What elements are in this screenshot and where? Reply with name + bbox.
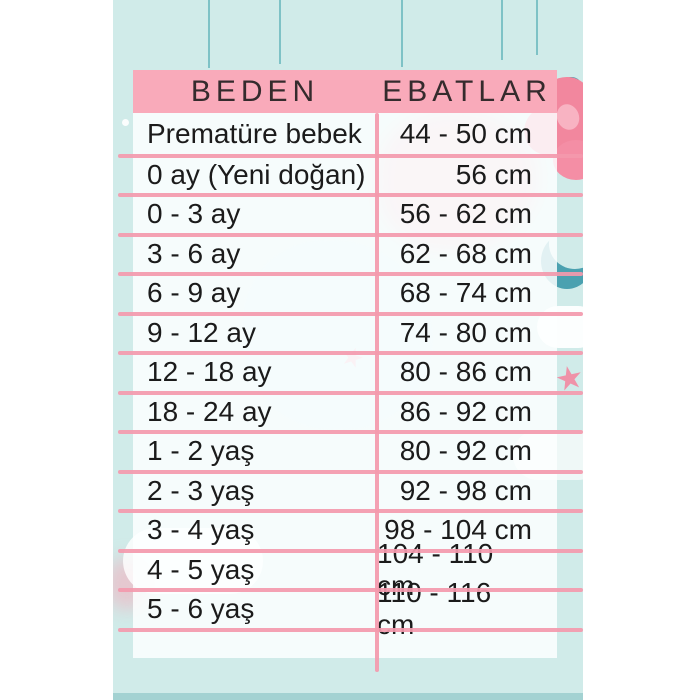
heart-balloon-icon (553, 140, 583, 180)
header-size: BEDEN (190, 74, 320, 108)
table-row: 4 - 5 yaş 104 - 110 cm (133, 538, 557, 601)
row-divider (118, 351, 583, 355)
column-divider (375, 113, 379, 672)
row-divider (118, 430, 583, 434)
table-row: 12 - 18 ay 80 - 86 cm (133, 353, 557, 393)
header-range: EBATLAR (382, 74, 552, 108)
row-divider (118, 548, 583, 553)
hanging-string-icon (501, 0, 503, 60)
range-cell: 74 - 80 cm (399, 316, 532, 348)
size-cell: 0 - 3 ay (147, 198, 241, 230)
table-row: Prematüre bebek 44 - 50 cm (133, 113, 557, 155)
size-cell: 3 - 6 ay (147, 237, 241, 269)
row-divider (118, 627, 583, 632)
size-cell: 3 - 4 yaş (147, 514, 255, 546)
row-divider (118, 193, 583, 197)
range-cell: 56 cm (455, 158, 532, 190)
table-row: 5 - 6 yaş 110 - 116 cm (133, 577, 557, 641)
range-cell: 80 - 92 cm (399, 435, 532, 467)
size-cell: 1 - 2 yaş (147, 435, 255, 467)
hanging-string-icon (208, 0, 210, 68)
table-row: 0 - 3 ay 56 - 62 cm (133, 195, 557, 235)
size-cell: 12 - 18 ay (147, 356, 272, 388)
table-row: 18 - 24 ay 86 - 92 cm (133, 392, 557, 432)
range-cell: 56 - 62 cm (399, 198, 532, 230)
row-divider (118, 509, 583, 513)
hanging-string-icon (536, 0, 538, 55)
size-cell: 4 - 5 yaş (147, 553, 255, 585)
table-row: 9 - 12 ay 74 - 80 cm (133, 313, 557, 353)
row-divider (118, 311, 583, 316)
dot-decor (122, 119, 129, 126)
row-divider (118, 232, 583, 237)
hanging-string-icon (279, 0, 281, 64)
range-cell: 92 - 98 cm (399, 474, 532, 506)
size-cell: 18 - 24 ay (147, 395, 272, 427)
row-divider (118, 390, 583, 395)
bottom-strip (113, 693, 583, 700)
table-row: 6 - 9 ay 68 - 74 cm (133, 274, 557, 314)
size-cell: 0 ay (Yeni doğan) (147, 158, 366, 190)
range-cell: 68 - 74 cm (399, 277, 532, 309)
size-table: BEDEN EBATLAR Prematüre bebek 44 - 50 cm… (133, 70, 557, 658)
row-divider (118, 153, 583, 158)
size-cell: 5 - 6 yaş (147, 593, 255, 625)
table-body: Prematüre bebek 44 - 50 cm 0 ay (Yeni do… (133, 113, 557, 658)
range-cell: 80 - 86 cm (399, 356, 532, 388)
range-cell: 62 - 68 cm (399, 237, 532, 269)
row-divider (118, 588, 583, 592)
table-row: 2 - 3 yaş 92 - 98 cm (133, 471, 557, 511)
size-cell: Prematüre bebek (147, 118, 362, 149)
size-cell: 2 - 3 yaş (147, 474, 255, 506)
size-cell: 6 - 9 ay (147, 277, 241, 309)
table-row: 3 - 4 yaş 98 - 104 cm (133, 511, 557, 551)
table-row: 3 - 6 ay 62 - 68 cm (133, 234, 557, 274)
table-row: 1 - 2 yaş 80 - 92 cm (133, 432, 557, 472)
range-cell: 86 - 92 cm (399, 395, 532, 427)
row-divider (118, 272, 583, 276)
table-row: 0 ay (Yeni doğan) 56 cm (133, 155, 557, 195)
hanging-string-icon (401, 0, 403, 67)
range-cell: 110 - 116 cm (377, 577, 492, 641)
range-cell: 98 - 104 cm (384, 514, 532, 546)
size-cell: 9 - 12 ay (147, 316, 256, 348)
table-header-row: BEDEN EBATLAR (133, 70, 557, 113)
row-divider (118, 469, 583, 474)
range-cell: 44 - 50 cm (399, 118, 532, 149)
